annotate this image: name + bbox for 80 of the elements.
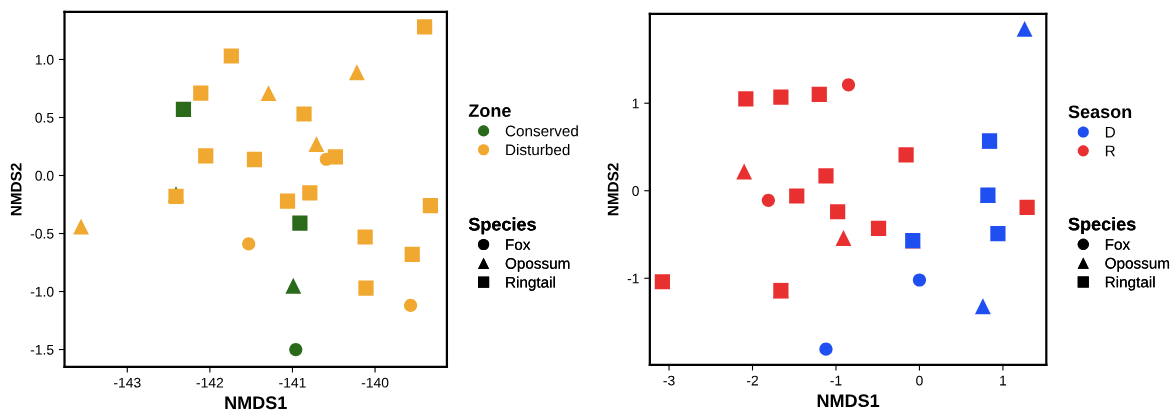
point	[835, 230, 852, 246]
point	[819, 342, 833, 356]
legend-label: Disturbed	[506, 143, 570, 156]
point	[242, 237, 256, 251]
point	[403, 298, 418, 313]
x-tick-label: -2	[746, 375, 758, 386]
point	[830, 204, 846, 220]
point	[990, 226, 1006, 242]
y-tick-label: -1.0	[30, 286, 54, 297]
point	[223, 48, 239, 64]
text: Species	[1068, 217, 1136, 235]
point	[246, 151, 263, 167]
point	[818, 168, 834, 184]
x-tick-label: -1	[830, 375, 842, 386]
point	[193, 85, 209, 101]
point	[279, 193, 296, 209]
legend-title: Zone	[468, 104, 511, 118]
point	[773, 89, 789, 105]
point	[417, 19, 433, 35]
point	[654, 274, 670, 290]
legend-label: Conserved	[505, 125, 578, 137]
point	[358, 280, 374, 296]
y-tick-label: 1.0	[35, 54, 54, 65]
point	[302, 185, 318, 201]
x-tick-label: -3	[663, 375, 675, 386]
point	[811, 86, 827, 103]
point	[773, 282, 789, 299]
text: Species	[468, 217, 536, 235]
y-tick-label: 1	[632, 98, 639, 109]
point	[260, 85, 277, 102]
point	[289, 342, 303, 357]
legend-title: Season	[1068, 105, 1132, 119]
point	[327, 149, 344, 165]
y-tick-label: 0.5	[35, 112, 54, 123]
point	[841, 78, 856, 92]
legend-label: D	[1105, 126, 1115, 138]
x-tick-label: 0	[916, 375, 923, 386]
point	[1019, 199, 1035, 215]
y-tick-label: 0.0	[35, 170, 54, 181]
point	[761, 193, 775, 207]
point	[1016, 20, 1033, 37]
point	[292, 215, 308, 231]
point	[348, 64, 365, 81]
point	[285, 277, 302, 294]
y-axis-title: NMDS2	[10, 163, 22, 216]
y-tick-label: 0	[632, 186, 639, 196]
legend-label: Ringtail	[506, 276, 555, 291]
legend-label: Opossum	[505, 258, 570, 272]
point	[308, 136, 325, 153]
legend-label: Fox	[506, 239, 531, 251]
x-axis-title: NMDS1	[225, 396, 287, 410]
y-axis-title: NMDS2	[607, 163, 619, 216]
point	[974, 298, 991, 315]
point	[422, 198, 438, 214]
point	[73, 218, 89, 235]
point	[738, 91, 754, 107]
point	[404, 246, 420, 263]
legend-label: Opossum	[1105, 257, 1170, 272]
point	[175, 101, 192, 117]
point	[870, 220, 887, 236]
x-tick-label: -142	[196, 377, 224, 388]
y-tick-label: -1	[627, 273, 639, 284]
x-tick-label: -141	[279, 377, 306, 388]
x-tick-label: -140	[361, 377, 389, 388]
point	[789, 188, 805, 204]
y-tick-label: -1.5	[30, 345, 54, 355]
y-tick-label: -0.5	[30, 228, 54, 239]
point	[357, 229, 373, 245]
x-axis-title: NMDS1	[817, 394, 880, 408]
point	[912, 273, 927, 287]
legend-label: Fox	[1105, 239, 1130, 250]
point	[736, 163, 753, 180]
point	[198, 148, 214, 164]
point	[980, 187, 996, 203]
x-tick-label: -143	[114, 377, 141, 388]
point	[898, 147, 914, 163]
legend-label: R	[1105, 145, 1115, 157]
legend-label: Ringtail	[1105, 276, 1155, 291]
x-tick-label: 1	[1000, 375, 1007, 386]
point	[296, 106, 312, 122]
